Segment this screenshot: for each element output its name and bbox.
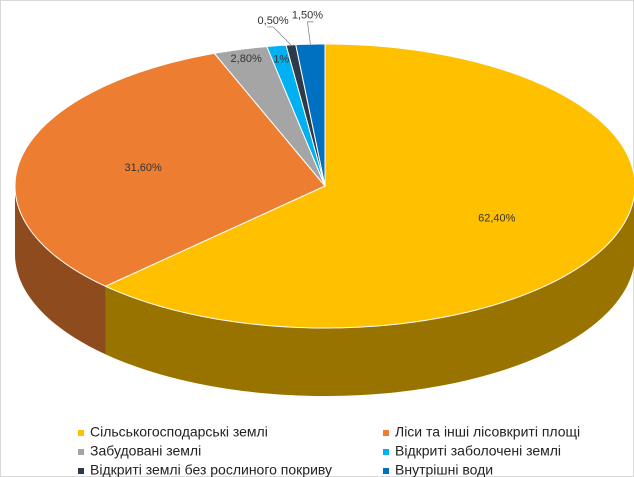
slice (213, 45, 326, 187)
slice-side (105, 197, 634, 396)
legend-label: Сільськогосподарські землі (90, 424, 268, 440)
slice-side-shade (15, 186, 106, 355)
legend-label: Відкриті землі без рослиного покриву (90, 462, 332, 477)
legend-label: Ліси та інші лісовкриті площі (395, 424, 580, 440)
legend-label: Відкриті заболочені землі (395, 443, 561, 459)
legend-label: Забудовані землі (90, 443, 201, 459)
slice (14, 52, 326, 287)
data-label: 1,50% (292, 10, 323, 22)
data-label: 1% (273, 54, 289, 66)
slice-side (15, 186, 106, 355)
pie: 62,40% 31,60% 2,80% 1% 0,50% 1,50% (14, 10, 634, 396)
slice (295, 43, 326, 187)
legend-label: Внутрішні води (395, 462, 493, 477)
slice (104, 43, 634, 329)
slice-side-shade (105, 197, 634, 396)
legend-swatch (383, 468, 389, 474)
leader-line (267, 26, 292, 46)
data-label: 62,40% (478, 213, 516, 225)
data-label: 31,60% (124, 162, 162, 174)
leader-line (306, 21, 314, 45)
data-label: 2,80% (231, 53, 262, 65)
legend-swatch (383, 430, 389, 436)
legend-swatch (78, 430, 84, 436)
data-label: 0,50% (258, 15, 289, 27)
legend-swatch (78, 449, 84, 455)
legend-swatch (78, 468, 84, 474)
legend: Сільськогосподарські землі Ліси та інші л… (78, 424, 580, 477)
legend-swatch (383, 449, 389, 455)
